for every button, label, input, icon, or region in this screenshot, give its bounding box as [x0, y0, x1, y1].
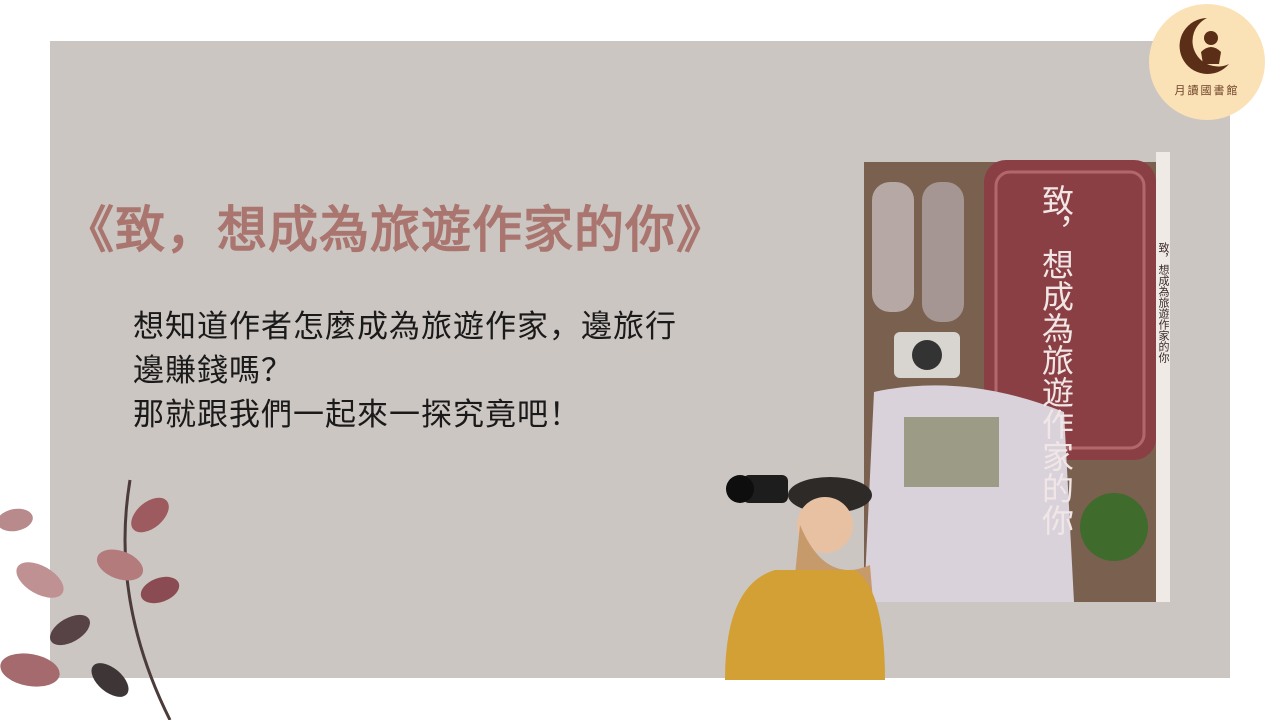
book-cover-title: 致，想成為旅遊作家的你	[1037, 184, 1075, 536]
book-spine-title: 致，想成為旅遊作家的你	[1157, 242, 1170, 363]
body-line: 想知道作者怎麼成為旅遊作家，邊旅行	[133, 309, 677, 345]
library-logo: 月讀國書館	[1149, 4, 1265, 120]
leaf-decoration	[0, 470, 200, 721]
slide-title: 《致，想成為旅遊作家的你》	[64, 201, 727, 259]
logo-label: 月讀國書館	[1174, 84, 1240, 97]
body-line: 那就跟我們一起來一探究竟吧！	[133, 397, 581, 433]
slide-body: 想知道作者怎麼成為旅遊作家，邊旅行 邊賺錢嗎？ 那就跟我們一起來一探究竟吧！	[133, 305, 677, 437]
book-cover-image: 致，想成為旅遊作家的你 致，想成為旅遊作家的你	[864, 152, 1170, 602]
photographer-image	[715, 455, 890, 680]
moon-reader-icon	[1179, 18, 1229, 74]
body-line: 邊賺錢嗎？	[133, 353, 293, 389]
